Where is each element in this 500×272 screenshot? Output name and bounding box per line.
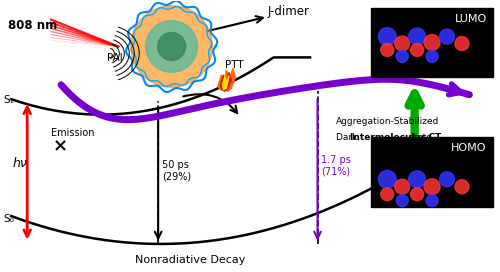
Text: hν: hν bbox=[12, 157, 27, 170]
Circle shape bbox=[424, 179, 440, 195]
Text: S₁: S₁ bbox=[4, 95, 14, 105]
Circle shape bbox=[408, 28, 426, 45]
Text: 808 nm: 808 nm bbox=[8, 18, 57, 32]
Text: HOMO: HOMO bbox=[452, 143, 487, 153]
Circle shape bbox=[440, 172, 454, 187]
FancyBboxPatch shape bbox=[371, 137, 493, 207]
Circle shape bbox=[410, 188, 424, 201]
Polygon shape bbox=[218, 68, 236, 91]
Circle shape bbox=[158, 33, 186, 60]
Circle shape bbox=[426, 50, 438, 62]
Text: J-dimer: J-dimer bbox=[268, 5, 310, 18]
Circle shape bbox=[381, 44, 394, 56]
Text: Dark: Dark bbox=[336, 133, 360, 142]
Text: Emission: Emission bbox=[51, 128, 94, 138]
Circle shape bbox=[146, 21, 198, 72]
Circle shape bbox=[394, 179, 409, 194]
Circle shape bbox=[440, 29, 454, 44]
Polygon shape bbox=[222, 76, 229, 90]
Circle shape bbox=[396, 195, 408, 207]
Circle shape bbox=[131, 6, 212, 87]
Circle shape bbox=[396, 50, 408, 62]
Circle shape bbox=[378, 27, 396, 45]
Text: 50 ps
(29%): 50 ps (29%) bbox=[162, 160, 191, 181]
Circle shape bbox=[394, 36, 409, 51]
Text: PTT: PTT bbox=[225, 60, 244, 70]
Circle shape bbox=[381, 188, 394, 201]
Text: S₀: S₀ bbox=[4, 214, 14, 224]
Circle shape bbox=[455, 36, 469, 50]
Text: LUMO: LUMO bbox=[454, 14, 487, 24]
Text: PAI: PAI bbox=[107, 53, 122, 63]
Text: Aggregation-Stabilized: Aggregation-Stabilized bbox=[336, 117, 440, 126]
Text: 1.7 ps
(71%): 1.7 ps (71%) bbox=[321, 155, 351, 176]
FancyBboxPatch shape bbox=[371, 8, 493, 77]
Circle shape bbox=[455, 180, 469, 194]
Circle shape bbox=[378, 170, 396, 188]
Circle shape bbox=[426, 195, 438, 207]
Circle shape bbox=[424, 35, 440, 50]
Circle shape bbox=[410, 44, 424, 56]
Text: Intermolecular CT: Intermolecular CT bbox=[350, 133, 441, 142]
Text: ×: × bbox=[52, 137, 68, 155]
Text: Nonradiative Decay: Nonradiative Decay bbox=[136, 255, 246, 265]
Text: state: state bbox=[406, 133, 431, 142]
Polygon shape bbox=[220, 72, 232, 91]
Circle shape bbox=[408, 171, 426, 188]
